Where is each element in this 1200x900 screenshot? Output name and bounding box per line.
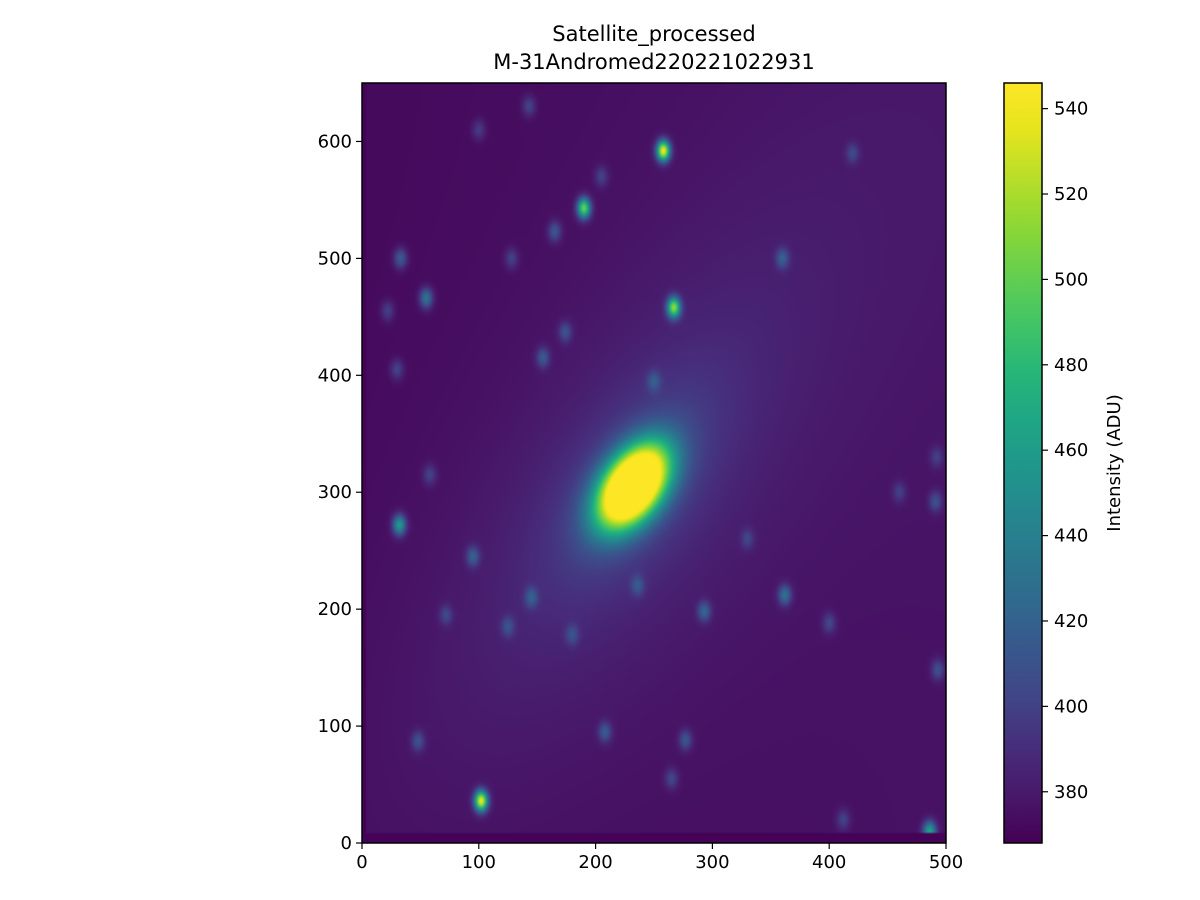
chart-title-line-2: M-31Andromed220221022931 bbox=[493, 50, 814, 74]
chart-title-line-1: Satellite_processed bbox=[552, 22, 755, 47]
x-tick-label: 0 bbox=[356, 852, 367, 873]
x-tick-label: 500 bbox=[929, 852, 963, 873]
colorbar-tick-label: 520 bbox=[1054, 184, 1088, 205]
colorbar-tick-label: 420 bbox=[1054, 611, 1088, 632]
x-axis: 0 100 200 300 400 500 bbox=[356, 843, 963, 873]
colorbar-tick-label: 400 bbox=[1054, 696, 1088, 717]
plot-frame bbox=[361, 82, 947, 844]
colorbar-tick-label: 500 bbox=[1054, 269, 1088, 290]
colorbar-ticks: 380 400 420 440 460 480 500 520 540 bbox=[1042, 99, 1088, 803]
y-axis: 0 100 200 300 400 500 600 bbox=[318, 131, 362, 854]
x-tick-label: 200 bbox=[578, 852, 612, 873]
heatmap-image bbox=[362, 83, 946, 843]
colorbar-tick-label: 460 bbox=[1054, 440, 1088, 461]
plot-area: 0 100 200 300 400 500 0 100 200 300 400 500 600 bbox=[318, 82, 963, 873]
y-tick-label: 200 bbox=[318, 599, 352, 620]
x-tick-label: 300 bbox=[695, 852, 729, 873]
colorbar-tick-label: 380 bbox=[1054, 782, 1088, 803]
colorbar-frame bbox=[1003, 82, 1043, 844]
colorbar-fill bbox=[1004, 83, 1042, 843]
colorbar-tick-label: 440 bbox=[1054, 526, 1088, 547]
y-tick-label: 300 bbox=[318, 482, 352, 503]
colorbar-tick-label: 540 bbox=[1054, 99, 1088, 120]
colorbar: 380 400 420 440 460 480 500 520 540 Intensity (A… bbox=[1003, 82, 1125, 844]
x-tick-label: 400 bbox=[812, 852, 846, 873]
x-tick-label: 100 bbox=[462, 852, 496, 873]
y-tick-label: 500 bbox=[318, 248, 352, 269]
y-tick-label: 100 bbox=[318, 716, 352, 737]
colorbar-label: Intensity (ADU) bbox=[1104, 394, 1125, 531]
y-tick-label: 400 bbox=[318, 365, 352, 386]
colorbar-tick-label: 480 bbox=[1054, 355, 1088, 376]
y-tick-label: 0 bbox=[341, 833, 352, 854]
y-tick-label: 600 bbox=[318, 131, 352, 152]
